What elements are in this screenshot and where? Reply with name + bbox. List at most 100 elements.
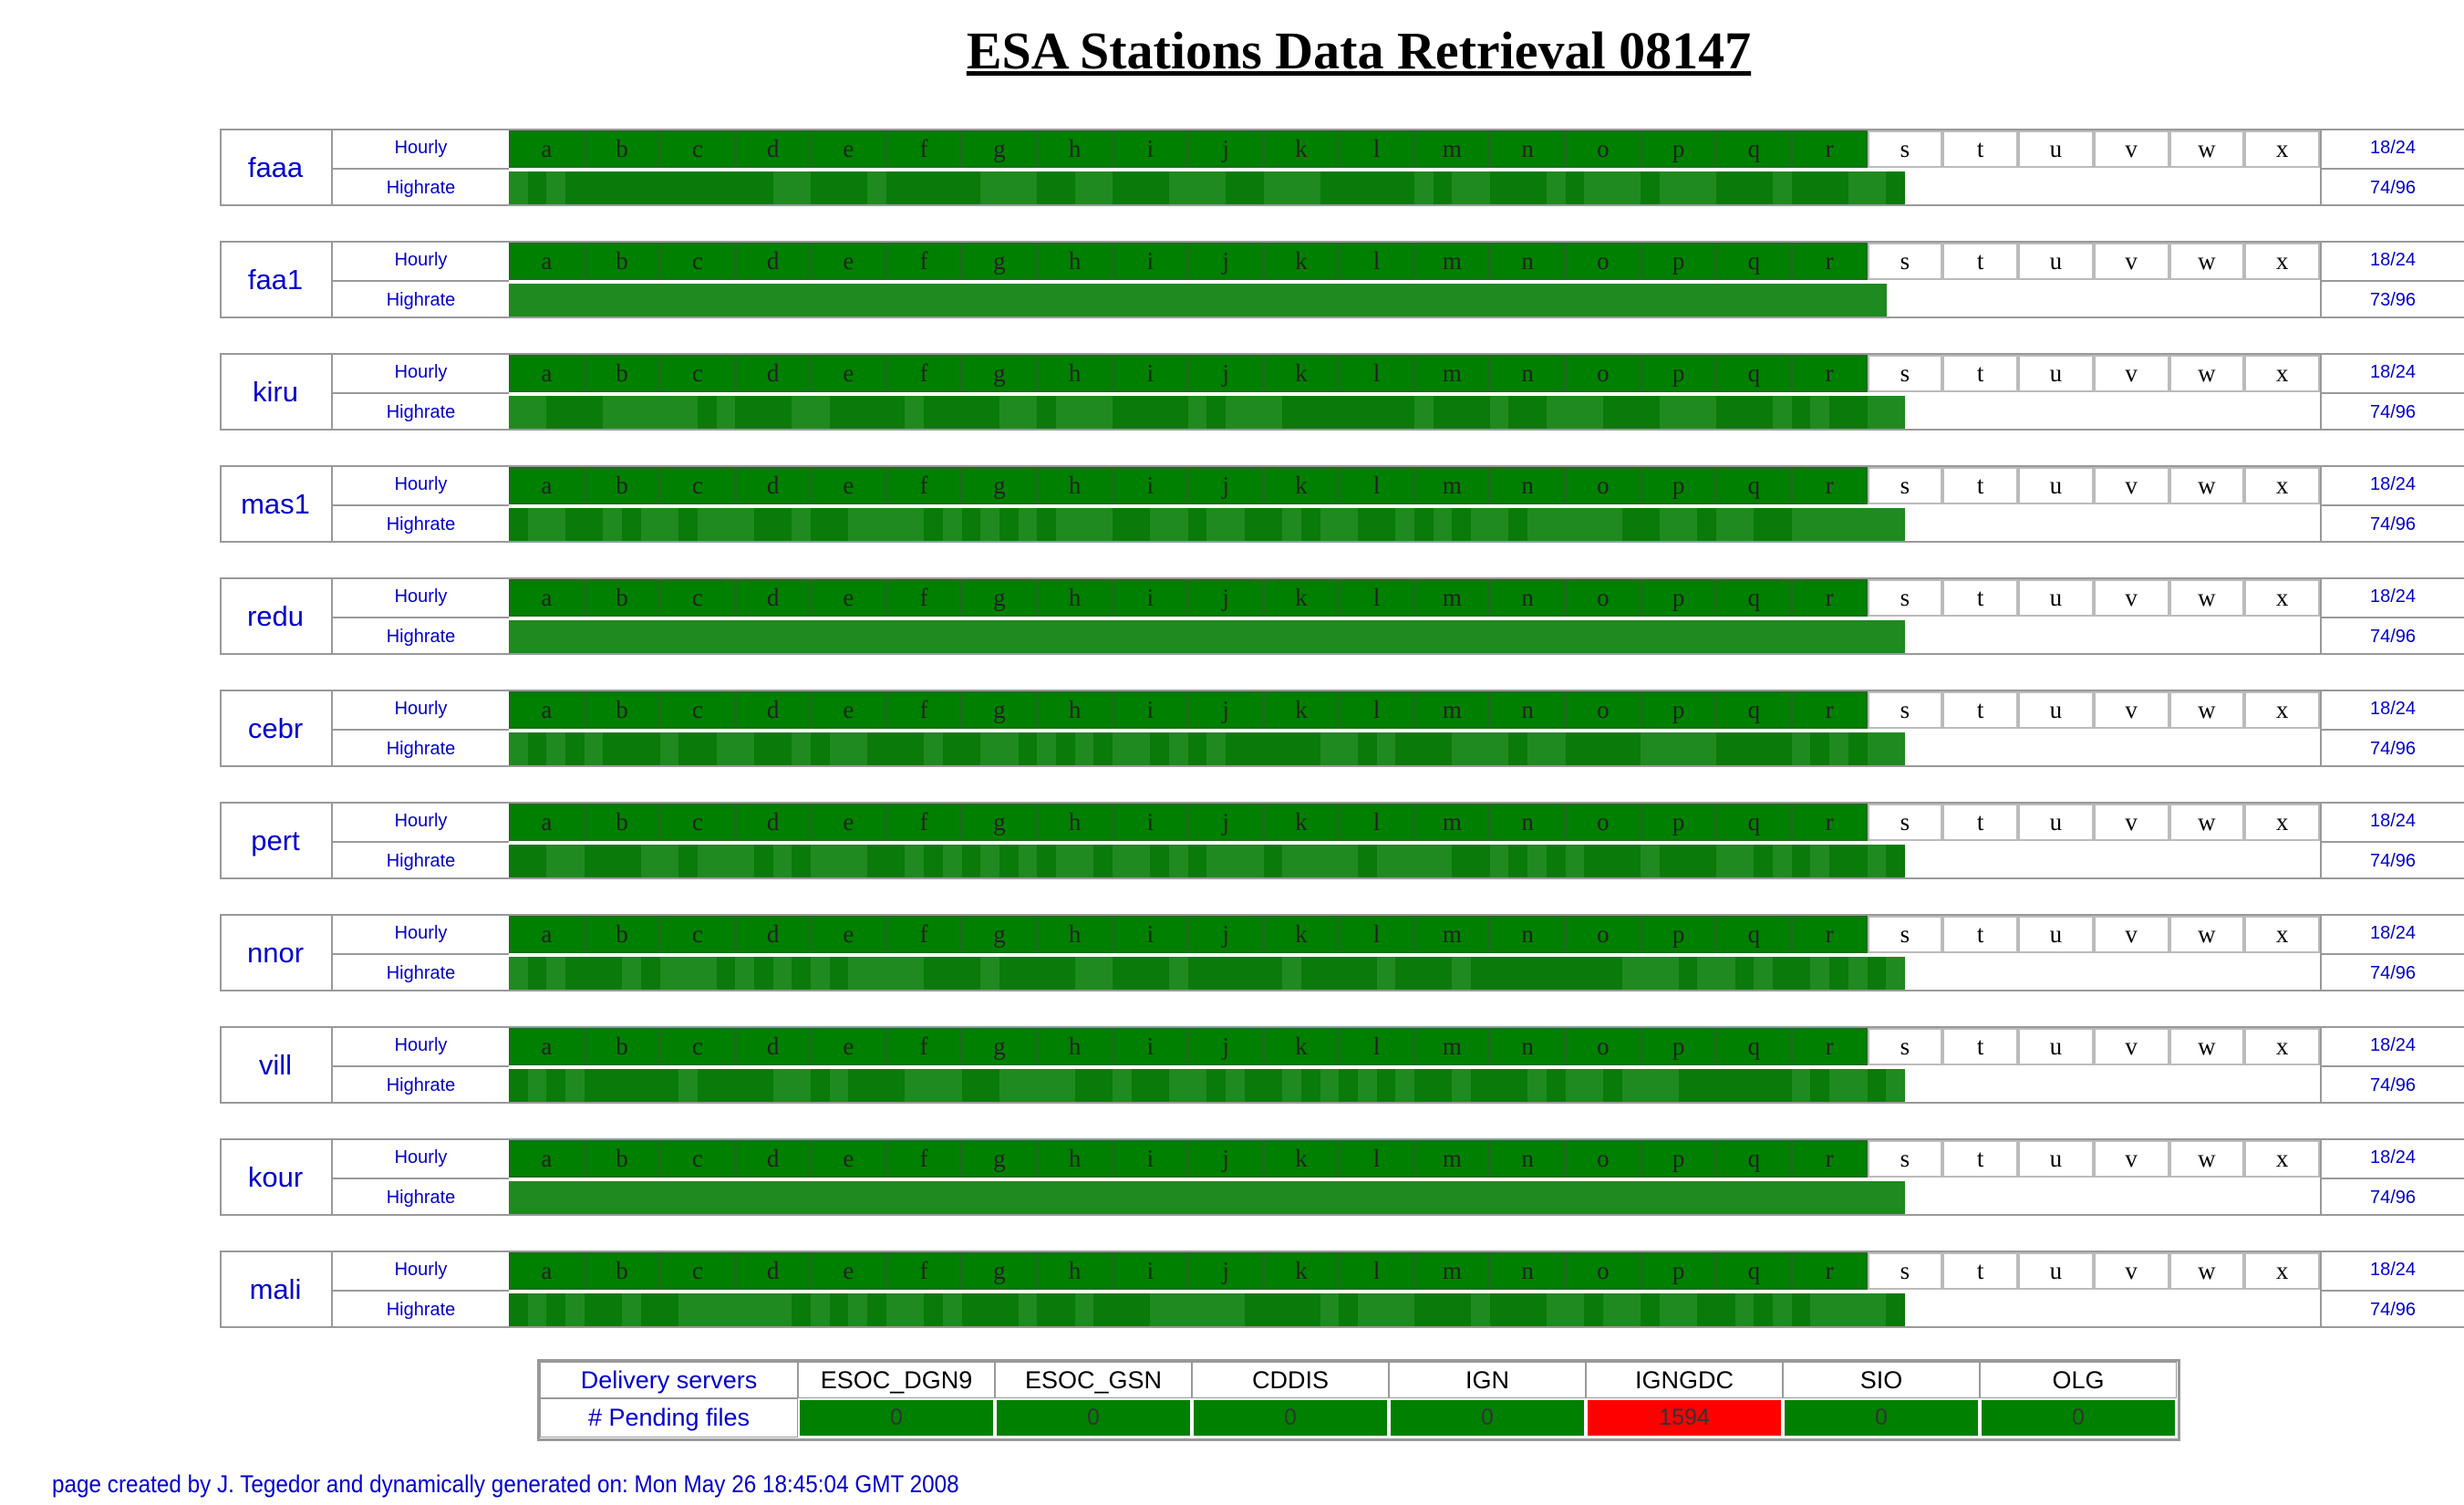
hour-cell: w: [2169, 916, 2245, 953]
hourly-count: 18/24: [2320, 241, 2464, 282]
highrate-slot: [1471, 957, 1491, 990]
highrate-slot: [1641, 732, 1661, 765]
highrate-slot: [1452, 396, 1472, 429]
hour-cell: b: [584, 691, 660, 729]
highrate-slot: [885, 732, 906, 765]
highrate-slot: [1282, 620, 1302, 653]
highrate-slot: [1150, 957, 1170, 990]
highrate-slot: [1018, 508, 1038, 541]
highrate-label: Highrate: [386, 1187, 456, 1208]
highrate-slot: [1074, 508, 1094, 541]
highrate-slot: [1810, 284, 1830, 317]
highrate-slot: [1867, 284, 1887, 317]
highrate-slot: [659, 1181, 679, 1214]
highrate-slot: [1376, 845, 1396, 877]
hour-cell: w: [2169, 804, 2245, 841]
highrate-slot: [1621, 284, 1641, 317]
highrate-slot: [1320, 1293, 1340, 1326]
hour-cell: r: [1791, 130, 1868, 168]
hour-cell: k: [1263, 355, 1340, 392]
highrate-slot: [1527, 1069, 1548, 1102]
hour-cell: g: [961, 804, 1038, 841]
highrate-slot: [1357, 284, 1378, 317]
highrate-slot: [1886, 732, 1906, 765]
pending-count: 0: [800, 1400, 993, 1436]
highrate-slot: [1471, 284, 1491, 317]
footer: page created by J. Tegedor and dynamical…: [52, 1470, 959, 1498]
highrate-slot: [584, 1293, 605, 1326]
highrate-slot: [811, 1181, 831, 1214]
page-title: ESA Stations Data Retrieval 08147: [966, 21, 1752, 80]
highrate-slot: [1471, 171, 1491, 204]
highrate-label: Highrate: [386, 850, 456, 871]
highrate-slot: [1131, 1293, 1151, 1326]
highrate-slot: [640, 284, 661, 317]
highrate-slot: [1244, 171, 1265, 204]
highrate-slot: [1244, 1293, 1265, 1326]
highrate-slot: [924, 171, 944, 204]
highrate-slot: [1300, 732, 1321, 765]
highrate-slot: [546, 1293, 566, 1326]
hour-cell: p: [1641, 130, 1716, 168]
highrate-slot: [1357, 732, 1378, 765]
highrate-slot: [1546, 845, 1567, 877]
highrate-slot: [1131, 845, 1151, 877]
highrate-slot: [1471, 845, 1491, 877]
highrate-slot: [1697, 845, 1717, 877]
highrate-slot: [885, 1181, 906, 1214]
hour-cell: q: [1716, 579, 1792, 617]
highrate-slot: [1339, 1293, 1359, 1326]
highrate-slot: [584, 284, 605, 317]
highrate-slot: [942, 1069, 963, 1102]
hour-cell: q: [1716, 1140, 1792, 1178]
highrate-slot: [924, 284, 944, 317]
highrate-slot: [1339, 732, 1359, 765]
highrate-slot: [1244, 957, 1265, 990]
highrate-slot: [1508, 957, 1528, 990]
hour-cell: w: [2169, 1252, 2245, 1290]
highrate-slot: [867, 1069, 887, 1102]
hour-cell: l: [1339, 130, 1414, 168]
highrate-slot: [1659, 1069, 1680, 1102]
highrate-slot: [640, 508, 661, 541]
hour-cell: n: [1489, 243, 1566, 280]
highrate-slot: [678, 396, 699, 429]
hour-cell: x: [2244, 467, 2320, 504]
hour-cell: l: [1339, 1252, 1414, 1290]
hour-cell: w: [2169, 691, 2245, 729]
highrate-slot: [867, 1293, 887, 1326]
highrate-slot: [1263, 396, 1283, 429]
hour-cell: v: [2093, 467, 2169, 504]
hour-cell: u: [2018, 243, 2094, 280]
highrate-slot: [1226, 1293, 1246, 1326]
highrate-slot: [1037, 845, 1057, 877]
hour-cell: s: [1867, 1028, 1943, 1065]
highrate-slot: [1848, 845, 1869, 877]
hour-cell: m: [1414, 1252, 1490, 1290]
hour-cell: t: [1942, 1140, 2018, 1178]
highrate-slot: [1131, 508, 1151, 541]
highrate-slot: [1754, 620, 1774, 653]
hour-cell: o: [1565, 1028, 1641, 1065]
hour-cell: e: [811, 355, 886, 392]
hour-cell: u: [2018, 691, 2094, 729]
highrate-slot: [905, 732, 925, 765]
highrate-slot: [1754, 508, 1774, 541]
highrate-slot: [961, 845, 981, 877]
highrate-slot: [1678, 845, 1698, 877]
hour-cell: r: [1791, 467, 1868, 504]
highrate-slot: [1848, 284, 1869, 317]
highrate-slot: [905, 1069, 925, 1102]
highrate-slot: [603, 284, 623, 317]
hour-cell: o: [1565, 804, 1641, 841]
highrate-slot: [1716, 284, 1736, 317]
highrate-slot: [942, 284, 963, 317]
highrate-slot: [1300, 957, 1321, 990]
highrate-count: 74/96: [2320, 955, 2464, 991]
hour-cell: l: [1339, 579, 1414, 617]
highrate-slot: [1169, 1181, 1189, 1214]
hour-cell: d: [735, 1252, 811, 1290]
highrate-label: Highrate: [386, 1074, 456, 1095]
highrate-slot: [1074, 845, 1094, 877]
highrate-slot: [1886, 171, 1906, 204]
